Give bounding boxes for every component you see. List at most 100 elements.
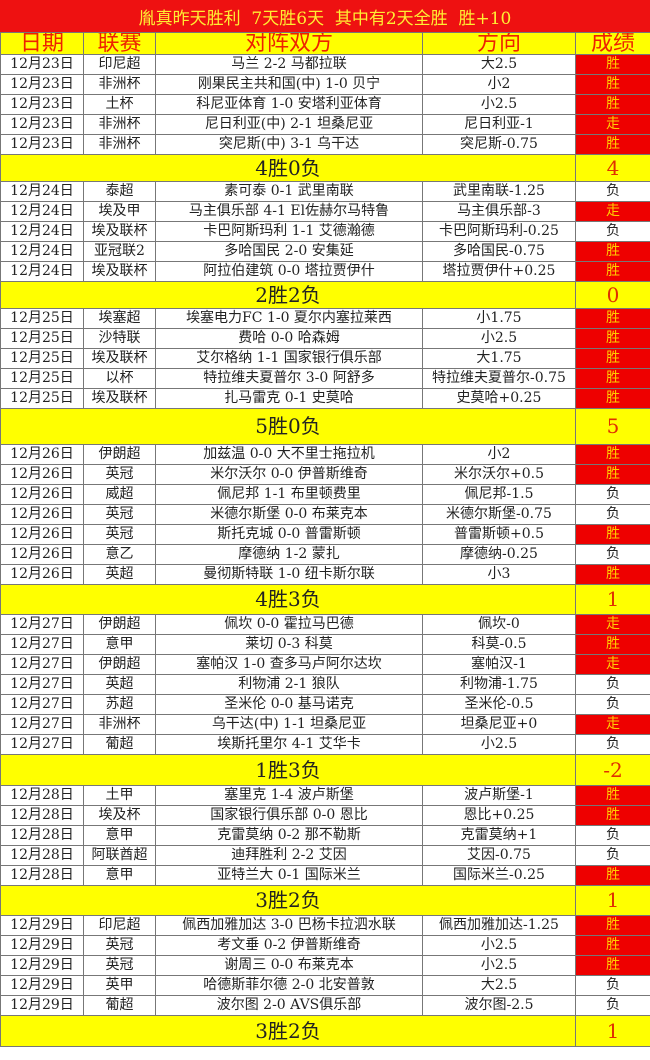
- direction-cell: 史莫哈+0.25: [422, 388, 576, 409]
- result-cell: 负: [575, 484, 650, 505]
- table-row: 12月27日 苏超 圣米伦 0-0 基马诺克 圣米伦-0.5 负: [0, 694, 650, 715]
- league-cell: 阿联酋超: [83, 845, 156, 866]
- table-row: 12月23日 印尼超 马兰 2-2 马都拉联 大2.5 胜: [0, 54, 650, 75]
- direction-cell: 小3: [422, 564, 576, 585]
- direction-cell: 小2.5: [422, 94, 576, 115]
- match-cell: 扎马雷克 0-1 史莫哈: [155, 388, 423, 409]
- league-cell: 印尼超: [83, 54, 156, 75]
- date-cell: 12月26日: [0, 544, 84, 565]
- league-cell: 非洲杯: [83, 134, 156, 155]
- result-cell: 胜: [575, 261, 650, 282]
- match-cell: 佩西加雅加达 3-0 巴杨卡拉泗水联: [155, 915, 423, 936]
- date-cell: 12月24日: [0, 221, 84, 242]
- match-cell: 突尼斯(中) 3-1 乌干达: [155, 134, 423, 155]
- league-cell: 非洲杯: [83, 114, 156, 135]
- result-cell: 胜: [575, 328, 650, 349]
- summary-row: 5胜0负 5: [0, 408, 650, 445]
- table-row: 12月29日 葡超 波尔图 2-0 AVS俱乐部 波尔图-2.5 负: [0, 995, 650, 1016]
- header-result: 成绩: [575, 32, 650, 55]
- league-cell: 苏超: [83, 694, 156, 715]
- date-cell: 12月26日: [0, 504, 84, 525]
- result-cell: 胜: [575, 308, 650, 329]
- match-cell: 埃塞电力FC 1-0 夏尔内塞拉莱西: [155, 308, 423, 329]
- table-row: 12月26日 威超 佩尼邦 1-1 布里顿费里 佩尼邦-1.5 负: [0, 484, 650, 505]
- match-cell: 刚果民主共和国(中) 1-0 贝宁: [155, 74, 423, 95]
- result-cell: 负: [575, 975, 650, 996]
- league-cell: 埃及联杯: [83, 261, 156, 282]
- result-cell: 胜: [575, 524, 650, 545]
- table-row: 12月25日 埃塞超 埃塞电力FC 1-0 夏尔内塞拉莱西 小1.75 胜: [0, 308, 650, 329]
- date-cell: 12月29日: [0, 935, 84, 956]
- result-cell: 负: [575, 825, 650, 846]
- result-cell: 走: [575, 714, 650, 735]
- summary-record: 4胜3负: [0, 584, 576, 615]
- match-cell: 乌干达(中) 1-1 坦桑尼亚: [155, 714, 423, 735]
- direction-cell: 小2.5: [422, 328, 576, 349]
- direction-cell: 波卢斯堡-1: [422, 785, 576, 806]
- summary-row: 2胜2负 0: [0, 281, 650, 309]
- match-cell: 特拉维夫夏普尔 3-0 阿舒多: [155, 368, 423, 389]
- result-cell: 胜: [575, 805, 650, 826]
- date-cell: 12月26日: [0, 564, 84, 585]
- table-row: 12月27日 非洲杯 乌干达(中) 1-1 坦桑尼亚 坦桑尼亚+0 走: [0, 714, 650, 735]
- table-row: 12月27日 伊朗超 塞帕汉 1-0 查多马卢阿尔达坎 塞帕汉-1 走: [0, 654, 650, 675]
- table-row: 12月27日 意甲 莱切 0-3 科莫 科莫-0.5 胜: [0, 634, 650, 655]
- summary-record: 2胜2负: [0, 281, 576, 309]
- match-cell: 斯托克城 0-0 普雷斯顿: [155, 524, 423, 545]
- date-cell: 12月23日: [0, 94, 84, 115]
- direction-cell: 米尔沃尔+0.5: [422, 464, 576, 485]
- table-row: 12月23日 非洲杯 尼日利亚(中) 2-1 坦桑尼亚 尼日利亚-1 走: [0, 114, 650, 135]
- match-cell: 尼日利亚(中) 2-1 坦桑尼亚: [155, 114, 423, 135]
- direction-cell: 马主俱乐部-3: [422, 201, 576, 222]
- table-row: 12月26日 英超 曼彻斯特联 1-0 纽卡斯尔联 小3 胜: [0, 564, 650, 585]
- table-row: 12月26日 英冠 米德尔斯堡 0-0 布莱克本 米德尔斯堡-0.75 负: [0, 504, 650, 525]
- direction-cell: 佩西加雅加达-1.25: [422, 915, 576, 936]
- summary-row: 3胜2负 1: [0, 885, 650, 916]
- match-cell: 多哈国民 2-0 安集延: [155, 241, 423, 262]
- date-cell: 12月25日: [0, 308, 84, 329]
- match-cell: 埃斯托里尔 4-1 艾华卡: [155, 734, 423, 755]
- result-cell: 负: [575, 734, 650, 755]
- page-title: 胤真昨天胜利 7天胜6天 其中有2天全胜 胜+10: [0, 0, 650, 32]
- league-cell: 沙特联: [83, 328, 156, 349]
- direction-cell: 恩比+0.25: [422, 805, 576, 826]
- table-row: 12月29日 英冠 谢周三 0-0 布莱克本 小2.5 胜: [0, 955, 650, 976]
- result-cell: 走: [575, 201, 650, 222]
- table-row: 12月26日 英冠 米尔沃尔 0-0 伊普斯维奇 米尔沃尔+0.5 胜: [0, 464, 650, 485]
- date-cell: 12月26日: [0, 464, 84, 485]
- match-cell: 塞帕汉 1-0 查多马卢阿尔达坎: [155, 654, 423, 675]
- table-row: 12月25日 以杯 特拉维夫夏普尔 3-0 阿舒多 特拉维夫夏普尔-0.75 胜: [0, 368, 650, 389]
- league-cell: 英超: [83, 564, 156, 585]
- date-cell: 12月25日: [0, 328, 84, 349]
- result-cell: 胜: [575, 388, 650, 409]
- date-cell: 12月28日: [0, 845, 84, 866]
- result-cell: 负: [575, 694, 650, 715]
- date-cell: 12月28日: [0, 785, 84, 806]
- result-cell: 胜: [575, 935, 650, 956]
- date-cell: 12月23日: [0, 114, 84, 135]
- league-cell: 英冠: [83, 935, 156, 956]
- table-row: 12月24日 埃及联杯 阿拉伯建筑 0-0 塔拉贾伊什 塔拉贾伊什+0.25 胜: [0, 261, 650, 282]
- result-cell: 胜: [575, 368, 650, 389]
- result-cell: 胜: [575, 241, 650, 262]
- direction-cell: 佩尼邦-1.5: [422, 484, 576, 505]
- league-cell: 葡超: [83, 734, 156, 755]
- league-cell: 伊朗超: [83, 444, 156, 465]
- result-cell: 负: [575, 674, 650, 695]
- result-cell: 胜: [575, 54, 650, 75]
- table-row: 12月24日 埃及联杯 卡巴阿斯玛利 1-1 艾德瀚德 卡巴阿斯玛利-0.25 负: [0, 221, 650, 242]
- league-cell: 土甲: [83, 785, 156, 806]
- direction-cell: 突尼斯-0.75: [422, 134, 576, 155]
- league-cell: 非洲杯: [83, 74, 156, 95]
- result-cell: 负: [575, 221, 650, 242]
- league-cell: 埃及甲: [83, 201, 156, 222]
- table-row: 12月28日 意甲 克雷莫纳 0-2 那不勒斯 克雷莫纳+1 负: [0, 825, 650, 846]
- summary-row: 1胜3负 -2: [0, 754, 650, 786]
- date-cell: 12月28日: [0, 805, 84, 826]
- match-cell: 国家银行俱乐部 0-0 恩比: [155, 805, 423, 826]
- match-cell: 米尔沃尔 0-0 伊普斯维奇: [155, 464, 423, 485]
- result-cell: 胜: [575, 564, 650, 585]
- direction-cell: 圣米伦-0.5: [422, 694, 576, 715]
- table-row: 12月29日 英冠 考文垂 0-2 伊普斯维奇 小2.5 胜: [0, 935, 650, 956]
- date-cell: 12月24日: [0, 201, 84, 222]
